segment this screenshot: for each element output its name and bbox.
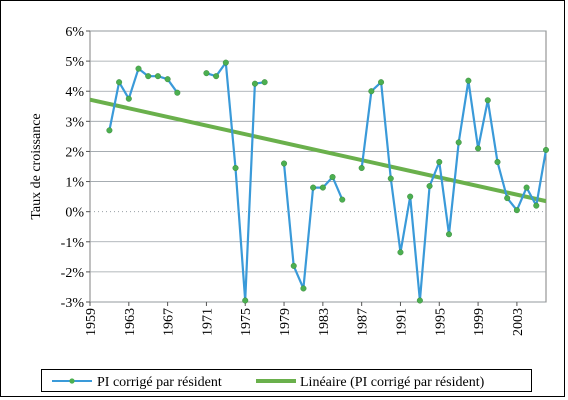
y-tick-label: -2% <box>61 266 85 281</box>
y-tick-label: 1% <box>65 176 84 191</box>
y-tick-label: 5% <box>65 55 84 70</box>
data-point <box>125 95 132 102</box>
trendline <box>89 97 547 204</box>
data-point <box>251 80 258 87</box>
legend-label-series-2: Linéaire (PI corrigé par résident) <box>300 375 485 390</box>
legend-label-series-1: PI corrigé par résident <box>97 375 222 390</box>
y-tick-label: 6% <box>65 25 84 40</box>
legend: PI corrigé par résident Linéaire (PI cor… <box>41 369 532 392</box>
x-tick-label: 1959 <box>84 308 99 336</box>
y-tick-label: 2% <box>65 145 84 160</box>
data-point <box>504 195 511 202</box>
y-axis-tick-labels: -3% -2% -1% 0% 1% 2% 3% 4% 5% 6% <box>61 25 90 311</box>
data-point <box>416 297 423 304</box>
data-point <box>543 146 550 153</box>
data-point <box>145 73 152 80</box>
y-tick-label: 4% <box>65 85 84 100</box>
data-point <box>222 59 229 66</box>
x-tick-label: 1963 <box>123 308 138 336</box>
data-point <box>368 88 375 95</box>
x-tick-label: 1967 <box>162 308 177 336</box>
y-tick-label: -3% <box>61 296 85 311</box>
data-point <box>358 165 365 172</box>
data-point <box>436 158 443 165</box>
x-tick-label: 1999 <box>472 308 487 336</box>
data-point <box>164 76 171 83</box>
x-tick-label: 1971 <box>200 308 215 336</box>
data-point <box>213 73 220 80</box>
data-point <box>232 165 239 172</box>
data-point <box>407 193 414 200</box>
data-point <box>513 207 520 214</box>
data-point <box>445 231 452 238</box>
x-tick-label: 1979 <box>278 308 293 336</box>
data-point <box>174 89 181 96</box>
data-point <box>533 202 540 209</box>
data-point <box>116 79 123 86</box>
data-point <box>494 158 501 165</box>
data-point <box>484 97 491 104</box>
data-point <box>261 79 268 86</box>
data-point <box>387 175 394 182</box>
x-tick-label: 1995 <box>433 308 448 336</box>
data-point <box>397 249 404 256</box>
data-point <box>523 184 530 191</box>
data-point <box>465 77 472 84</box>
plot-area <box>89 30 547 303</box>
x-tick-label: 1975 <box>239 308 254 336</box>
data-point <box>310 184 317 191</box>
data-point <box>290 262 297 269</box>
data-point <box>339 196 346 203</box>
y-tick-label: 0% <box>65 206 84 221</box>
data-point <box>154 73 161 80</box>
data-point <box>455 139 462 146</box>
x-tick-label: 1991 <box>394 308 409 336</box>
data-point <box>300 285 307 292</box>
data-point <box>319 184 326 191</box>
data-point <box>135 65 142 72</box>
data-point <box>329 174 336 181</box>
data-point <box>378 79 385 86</box>
x-axis-tick-labels: 1959 1963 1967 1971 1975 1979 1983 1987 1991 1995… <box>84 302 526 336</box>
data-point <box>242 297 249 304</box>
data-point <box>281 160 288 167</box>
x-tick-label: 1983 <box>317 308 332 336</box>
y-tick-label: -1% <box>61 236 85 251</box>
series <box>89 59 550 304</box>
data-point <box>106 127 113 134</box>
data-point <box>203 70 210 77</box>
data-point <box>475 145 482 152</box>
data-point <box>426 183 433 190</box>
y-axis-title: Taux de croissance <box>29 113 44 219</box>
x-tick-label: 1987 <box>356 308 371 336</box>
legend-marker-series-1 <box>69 378 75 384</box>
x-tick-label: 2003 <box>511 308 526 336</box>
y-tick-label: 3% <box>65 115 84 130</box>
